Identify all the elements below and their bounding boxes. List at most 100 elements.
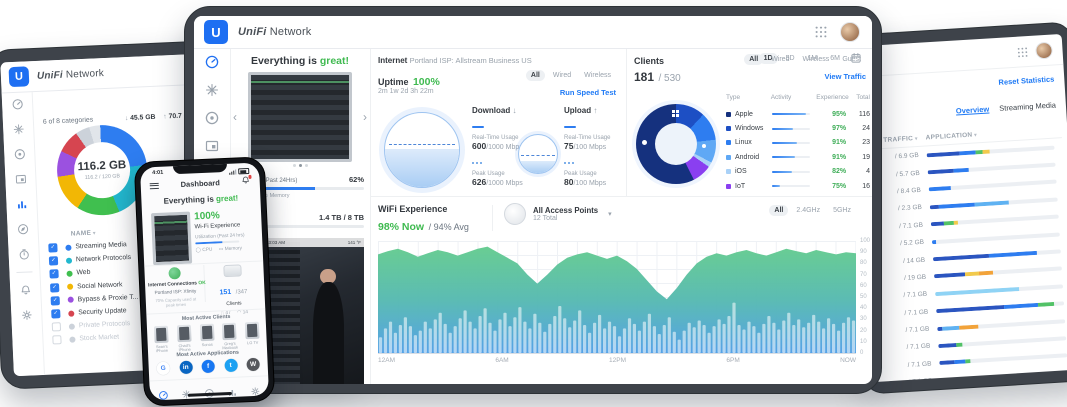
client-type-row: IoT 75% 16	[726, 179, 870, 193]
rack-photo	[150, 211, 193, 266]
unifi-logo[interactable]: U	[204, 20, 228, 44]
wifi-band-tab[interactable]: All	[769, 205, 789, 216]
y-tick: 0	[860, 349, 864, 356]
app-icon[interactable]: f	[201, 359, 215, 374]
client-item[interactable]: Greg's Macbook	[219, 322, 240, 351]
carousel-dots[interactable]	[230, 164, 370, 167]
category-checkbox[interactable]	[50, 296, 60, 306]
column-header-application[interactable]: APPLICATION	[925, 131, 977, 142]
dashboard-icon[interactable]	[204, 54, 220, 70]
internet-card[interactable]: Internet Connections OK Portland ISP: Xf…	[147, 266, 206, 309]
x-tick: 12PM	[609, 357, 627, 364]
client-thumbnail	[199, 323, 215, 342]
client-item[interactable]: Chad's iPhone	[174, 324, 195, 353]
phone-clients-value: 151	[219, 288, 232, 297]
clients-col-activity[interactable]: Activity	[770, 94, 792, 101]
application-usage-bar	[935, 284, 1064, 296]
clients-icon[interactable]	[204, 110, 220, 126]
status-time: 4:01	[152, 169, 164, 177]
total-value: 116	[858, 110, 870, 118]
category-color-dot	[67, 283, 74, 290]
insights-icon[interactable]	[14, 172, 28, 186]
clients-tab[interactable]: Wired	[771, 56, 790, 63]
upload-gauge	[518, 134, 558, 174]
time-range-tabs: 1D 5D 1M 6M	[756, 52, 862, 64]
app-icon[interactable]: W	[246, 357, 260, 372]
wifi-band-tab[interactable]: 5GHz	[833, 207, 851, 214]
clients-count: 181	[634, 70, 655, 84]
devices-icon[interactable]	[204, 82, 220, 98]
clients-col-total[interactable]: Total	[856, 94, 870, 101]
app-icon[interactable]: G	[156, 361, 171, 376]
time-range-tab[interactable]: 1M	[807, 54, 818, 62]
client-item[interactable]: Sonos	[196, 323, 217, 352]
total-value: 24	[862, 125, 870, 133]
bell-icon[interactable]	[18, 283, 32, 297]
avatar[interactable]	[1035, 41, 1054, 60]
category-checkbox[interactable]	[51, 309, 61, 319]
calendar-icon[interactable]	[850, 52, 862, 64]
brand-name: UniFi	[36, 69, 64, 82]
carousel-prev-button[interactable]: ‹	[233, 110, 237, 124]
internet-tab[interactable]: All	[525, 70, 545, 81]
column-header-name[interactable]: NAME	[71, 228, 140, 238]
clients-col-type[interactable]: Type	[726, 94, 741, 101]
wifi-band-tab[interactable]: 2.4GHz	[796, 207, 821, 214]
timer-icon[interactable]	[17, 247, 31, 261]
access-point-icon	[223, 264, 242, 278]
application-traffic: / 7.1 GB	[908, 377, 933, 383]
carousel-next-button[interactable]: ›	[363, 110, 367, 124]
memory-label: Memory	[269, 193, 290, 199]
time-range-tab[interactable]: 1D	[758, 52, 778, 64]
phone-clients-total: /347	[235, 289, 248, 296]
devices-icon[interactable]	[181, 389, 192, 400]
client-item[interactable]: LG TV	[242, 321, 263, 350]
app-icon[interactable]: in	[178, 360, 193, 375]
run-speed-test-link[interactable]: Run Speed Test	[559, 88, 616, 97]
time-range-tab[interactable]: 5D	[785, 54, 795, 62]
view-traffic-link[interactable]: View Traffic	[824, 72, 866, 81]
application-usage-bar	[939, 353, 1067, 366]
client-thumbnail	[244, 321, 260, 340]
dashboard-icon[interactable]	[158, 390, 169, 401]
app-grid-icon[interactable]	[1016, 46, 1029, 59]
category-checkbox[interactable]	[48, 256, 59, 266]
ap-selector[interactable]: All Access Points 12 Total ▾	[504, 203, 612, 225]
tab-overview[interactable]: Overview	[955, 104, 990, 116]
unifi-logo[interactable]: U	[8, 66, 30, 88]
internet-tab[interactable]: Wired	[552, 72, 572, 79]
settings-icon[interactable]	[250, 386, 261, 397]
dashboard-icon[interactable]	[10, 98, 24, 112]
time-range-tab[interactable]: 6M	[830, 54, 840, 62]
client-type: Android	[735, 153, 760, 161]
insights-icon[interactable]	[204, 138, 220, 154]
client-item[interactable]: Sean's iPhone	[151, 325, 172, 354]
devices-icon[interactable]	[11, 123, 25, 137]
map-icon[interactable]	[16, 222, 30, 236]
avatar[interactable]	[840, 22, 860, 42]
app-grid-icon[interactable]	[814, 25, 828, 39]
clients-icon[interactable]	[13, 148, 27, 162]
clients-tab[interactable]: All	[744, 54, 764, 65]
reset-statistics-link[interactable]: Reset Statistics	[998, 74, 1055, 87]
app-icon[interactable]: t	[223, 358, 238, 373]
clients-col-experience[interactable]: Experience	[816, 94, 849, 101]
clients-tab[interactable]: Wireless	[802, 56, 830, 63]
category-checkbox[interactable]	[49, 282, 60, 293]
category-color-dot	[65, 244, 72, 251]
category-checkbox[interactable]	[48, 243, 58, 253]
tab-streaming-media[interactable]: Streaming Media	[999, 100, 1057, 113]
category-checkbox[interactable]	[51, 322, 62, 332]
internet-tab[interactable]: Wireless	[584, 72, 611, 79]
statistics-icon[interactable]	[15, 197, 29, 211]
category-checkbox[interactable]	[52, 335, 62, 345]
category-checkbox[interactable]	[49, 269, 59, 280]
utilization-value: 62%	[348, 175, 364, 184]
client-type: iOS	[735, 168, 747, 176]
notifications-bell-icon[interactable]	[240, 175, 250, 185]
clients-tab[interactable]: Guest	[842, 56, 861, 63]
y-tick: 70	[860, 271, 867, 278]
settings-icon[interactable]	[20, 308, 34, 322]
activity-bar	[771, 170, 811, 173]
category-name: Bypass & Proxie T...	[77, 293, 139, 304]
